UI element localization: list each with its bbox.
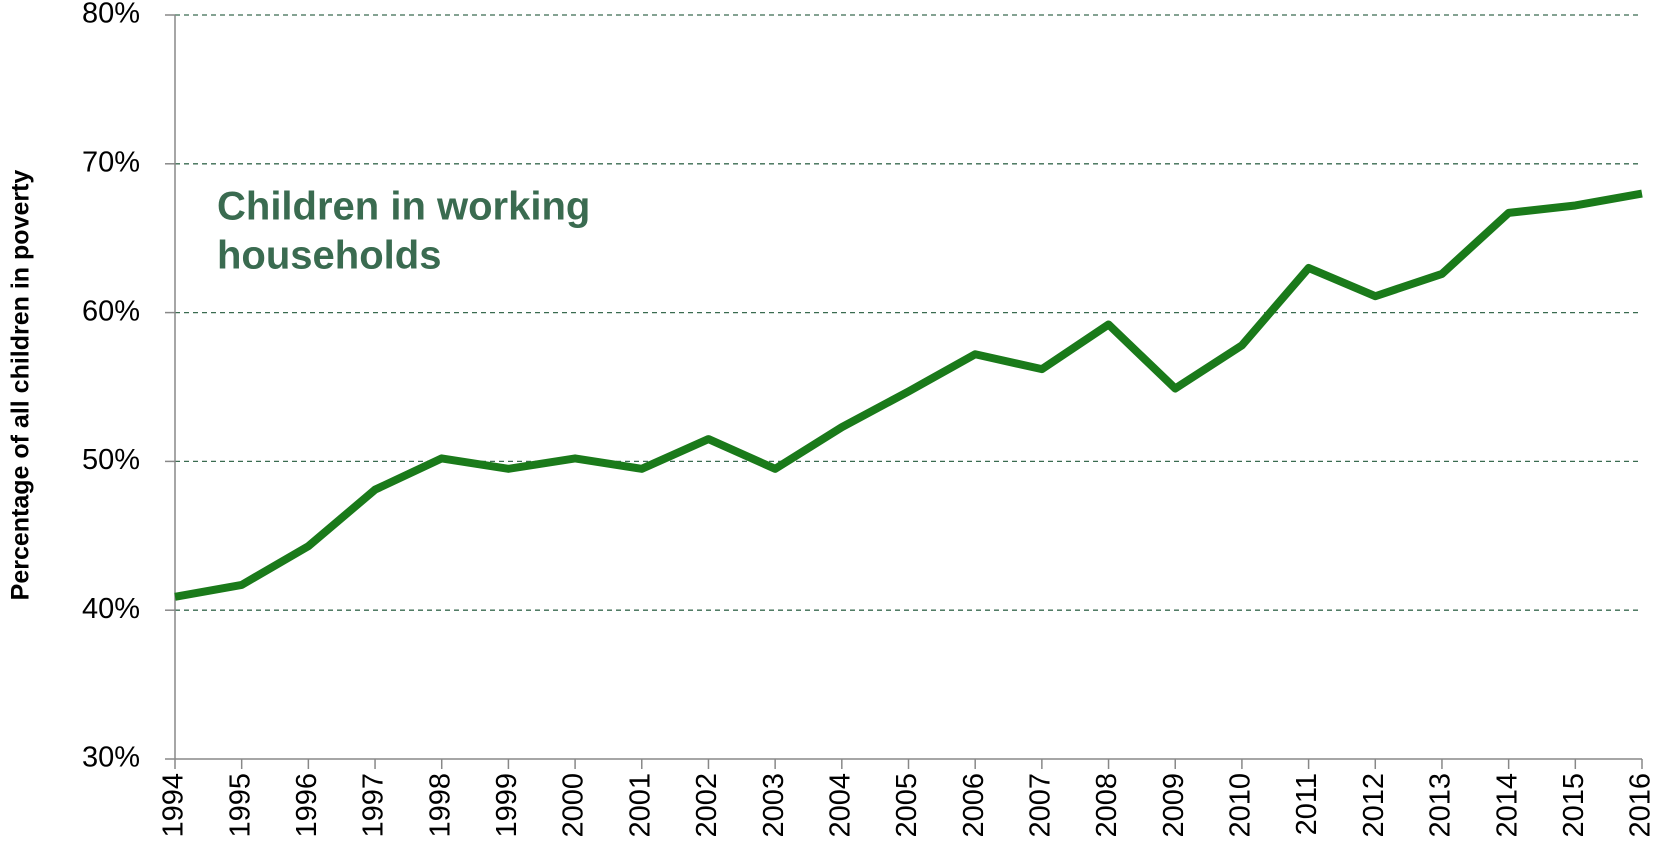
y-tick-label: 70%	[82, 146, 140, 178]
x-tick-label: 2007	[1025, 773, 1057, 838]
y-tick-label: 80%	[82, 0, 140, 30]
line	[174, 189, 1643, 601]
x-tick-label: 2001	[624, 773, 656, 838]
x-tick-label: 1999	[491, 773, 523, 838]
y-tick-label: 30%	[82, 742, 140, 774]
x-tick-label: 2013	[1425, 773, 1457, 838]
x-tick-label: 2016	[1625, 773, 1657, 838]
y-axis-label: Percentage of all children in poverty	[7, 170, 35, 601]
x-tick-label: 2006	[958, 773, 990, 838]
x-tick-label: 2008	[1091, 773, 1123, 838]
x-tick-label: 1996	[291, 773, 323, 838]
x-tick-label: 1995	[224, 773, 256, 838]
x-tick-label: 1997	[358, 773, 390, 838]
y-tick-label: 50%	[82, 444, 140, 476]
x-tick-label: 2011	[1291, 773, 1323, 835]
x-tick-label: 2014	[1491, 773, 1523, 838]
x-tick-label: 2000	[558, 773, 590, 838]
x-tick-label: 2015	[1558, 773, 1590, 838]
annotation: Children in working	[217, 185, 590, 229]
x-tick-label: 2005	[891, 773, 923, 838]
x-tick-label: 2002	[691, 773, 723, 838]
x-tick-label: 1998	[424, 773, 456, 838]
x-tick-label: 1994	[158, 773, 190, 838]
x-tick-label: 2003	[758, 773, 790, 838]
x-tick-label: 2010	[1225, 773, 1257, 838]
y-tick-label: 60%	[82, 295, 140, 327]
annotation: households	[217, 234, 441, 278]
y-tick-label: 40%	[82, 593, 140, 625]
x-tick-label: 2012	[1358, 773, 1390, 838]
x-tick-label: 2009	[1158, 773, 1190, 838]
x-tick-label: 2004	[824, 773, 856, 838]
